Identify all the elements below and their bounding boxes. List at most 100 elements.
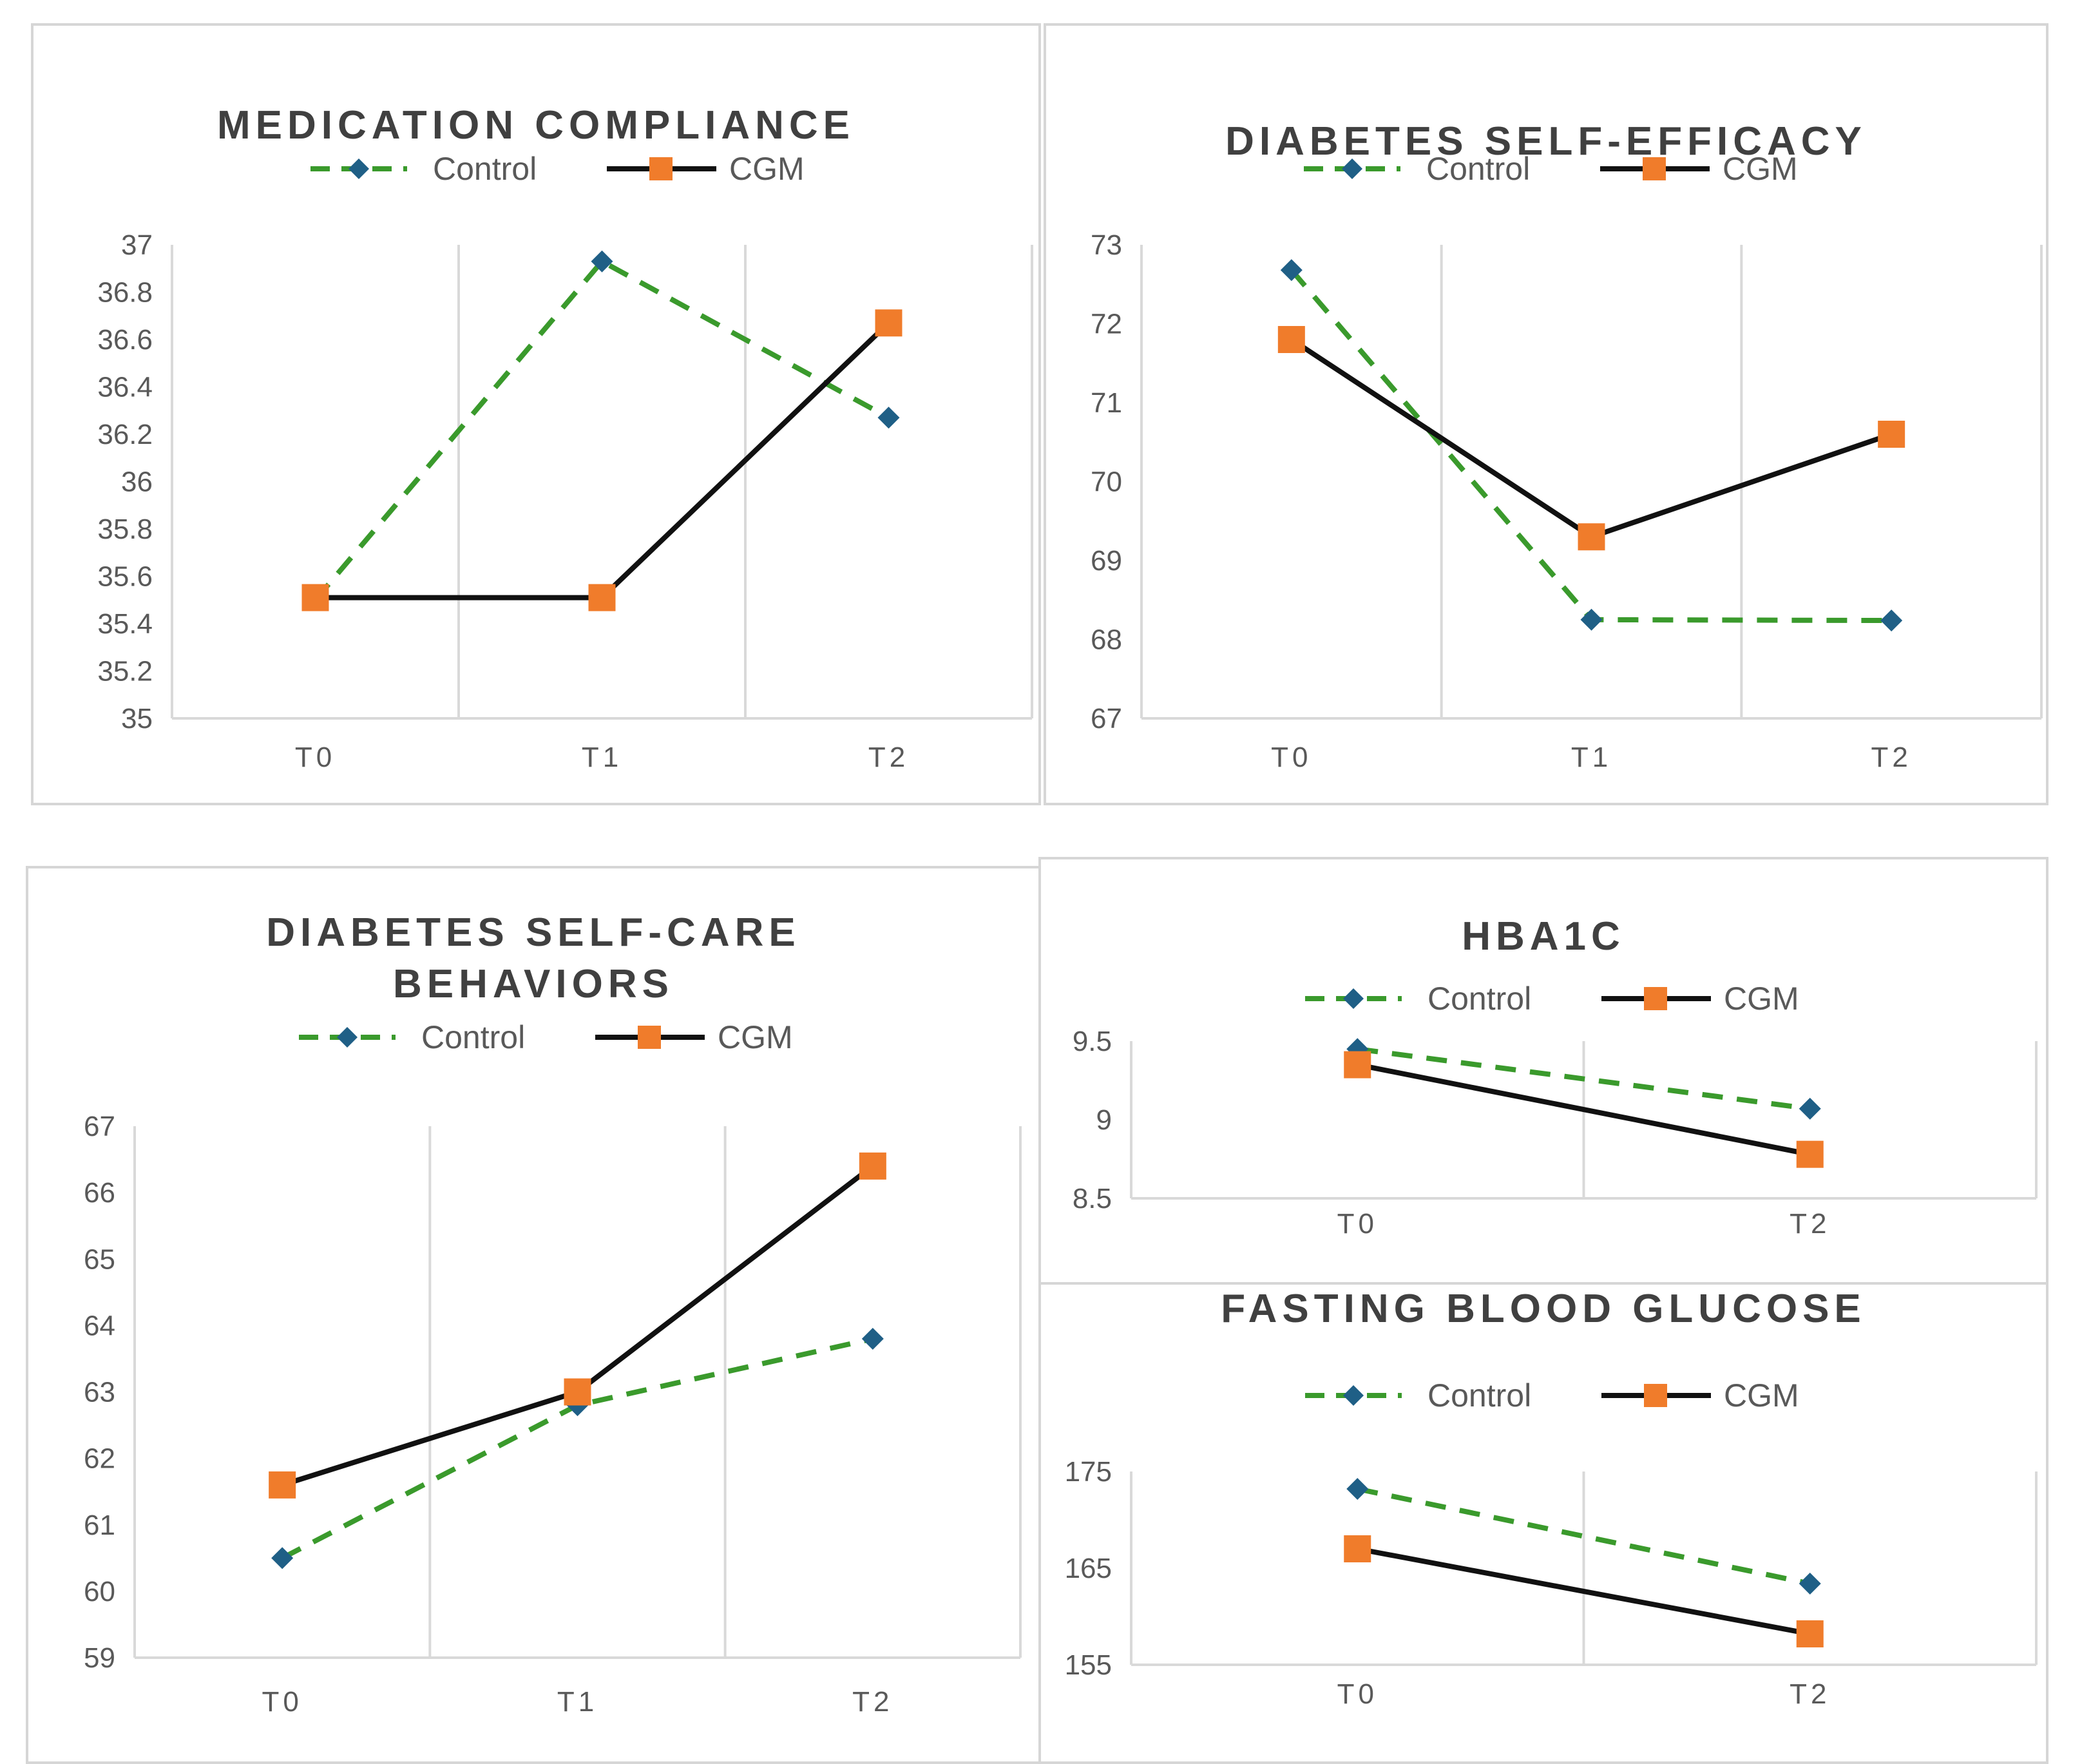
series-line-control <box>1357 1046 1811 1111</box>
x-tick-label: T2 <box>868 742 909 773</box>
y-tick-label: 8.5 <box>1073 1183 1112 1214</box>
series-line-cgm <box>281 1164 875 1488</box>
legend: Control CGM <box>1305 981 1799 1017</box>
y-tick-label: 60 <box>84 1576 115 1607</box>
legend-marker-control <box>1343 988 1364 1009</box>
legend-marker-cgm <box>1644 987 1667 1010</box>
x-tick-label: T1 <box>1571 742 1612 773</box>
y-tick-label: 36.2 <box>97 419 153 450</box>
chart-panel-fasting-blood-glucose: FASTING BLOOD GLUCOSE Control CGM 175 165 155… <box>1038 1282 2048 1764</box>
series-line-control <box>313 258 890 602</box>
data-point-control <box>271 1547 294 1569</box>
chart-panel-diabetes-self-care-behaviors: DIABETES SELF-CARE BEHAVIORS Control CGM 67 6… <box>26 866 1041 1764</box>
data-point-control <box>877 407 900 429</box>
y-tick-label: 70 <box>1091 466 1122 498</box>
y-tick-label: 66 <box>84 1177 115 1209</box>
legend-label-control: Control <box>433 151 537 187</box>
legend-marker-control <box>1343 1385 1364 1406</box>
data-point-cgm <box>1277 326 1305 353</box>
data-point-cgm <box>1344 1051 1371 1079</box>
data-point-cgm <box>1878 421 1905 448</box>
data-point-control <box>1880 609 1903 632</box>
legend-label-cgm: CGM <box>729 151 805 187</box>
legend-marker-control <box>1342 158 1362 179</box>
y-tick-label: 62 <box>84 1443 115 1475</box>
series-line-cgm <box>1357 1062 1811 1157</box>
data-point-cgm <box>1796 1140 1824 1168</box>
legend-label-cgm: CGM <box>718 1019 793 1055</box>
y-tick-label: 35.8 <box>97 513 153 545</box>
legend-marker-cgm <box>649 157 673 180</box>
data-point-cgm <box>875 309 902 337</box>
data-point-control <box>1580 608 1603 631</box>
data-point-cgm <box>1578 523 1605 551</box>
x-tick-label: T0 <box>295 742 336 773</box>
x-tick-label: T2 <box>1790 1208 1830 1240</box>
legend-marker-cgm <box>638 1026 661 1049</box>
y-tick-label: 67 <box>1091 703 1122 734</box>
legend: Control CGM <box>1305 1377 1799 1414</box>
y-tick-label: 36.8 <box>97 277 153 309</box>
data-point-cgm <box>588 584 616 611</box>
x-tick-label: T0 <box>1337 1208 1378 1240</box>
x-tick-label: T2 <box>1790 1678 1830 1710</box>
chart-title-line: DIABETES SELF-EFFICACY <box>1225 119 1867 164</box>
y-tick-label: 35 <box>121 703 153 734</box>
data-point-cgm <box>269 1471 296 1499</box>
data-point-control <box>1346 1478 1369 1500</box>
chart-title-line: HBA1C <box>1462 914 1625 959</box>
y-tick-label: 59 <box>84 1642 115 1674</box>
data-point-cgm <box>1344 1535 1371 1562</box>
y-tick-label: 68 <box>1091 624 1122 656</box>
legend-label-cgm: CGM <box>1724 1377 1799 1414</box>
y-tick-label: 73 <box>1091 229 1122 261</box>
legend-marker-cgm <box>1644 1384 1667 1407</box>
y-tick-label: 67 <box>84 1111 115 1142</box>
data-point-control <box>1280 259 1303 282</box>
data-point-control <box>861 1328 884 1350</box>
series-line-control <box>1289 268 1892 624</box>
series-line-cgm <box>1290 337 1893 540</box>
legend-label-control: Control <box>421 1019 525 1055</box>
y-tick-label: 64 <box>84 1310 115 1341</box>
x-tick-label: T2 <box>1871 742 1911 773</box>
legend-label-control: Control <box>1426 151 1530 187</box>
x-tick-label: T1 <box>557 1686 598 1718</box>
y-tick-label: 69 <box>1091 545 1122 577</box>
y-tick-label: 65 <box>84 1243 115 1275</box>
chart-panel-hba1c: HBA1C Control CGM 9.5 9 8.5 T0 T2 <box>1038 857 2048 1292</box>
y-tick-label: 36.4 <box>97 372 153 403</box>
chart-panel-medication-compliance: MEDICATION COMPLIANCE Control CGM 37 36.8 36.… <box>31 23 1041 805</box>
legend-marker-control <box>348 158 369 179</box>
series-line-control <box>281 1336 874 1560</box>
y-tick-label: 36.6 <box>97 324 153 356</box>
data-point-cgm <box>859 1152 886 1180</box>
chart-panel-diabetes-self-efficacy: DIABETES SELF-EFFICACY Control CGM 73 72 71 70… <box>1044 23 2048 805</box>
chart-fasting-blood-glucose: FASTING BLOOD GLUCOSE Control CGM 175 165 155… <box>1065 1287 2038 1710</box>
legend-label-control: Control <box>1427 981 1531 1017</box>
legend-label-cgm: CGM <box>1723 151 1798 187</box>
legend-marker-control <box>337 1027 358 1048</box>
legend: Control CGM <box>299 1019 793 1055</box>
y-tick-label: 9.5 <box>1073 1026 1112 1057</box>
data-point-cgm <box>301 584 329 611</box>
y-tick-label: 175 <box>1065 1456 1112 1488</box>
legend-label-control: Control <box>1427 1377 1531 1414</box>
y-tick-label: 72 <box>1091 309 1122 340</box>
chart-title-line: BEHAVIORS <box>393 962 674 1006</box>
data-point-control <box>591 250 613 273</box>
y-tick-label: 63 <box>84 1377 115 1408</box>
data-point-control <box>1799 1573 1821 1595</box>
x-tick-label: T1 <box>582 742 622 773</box>
legend: Control CGM <box>310 151 805 187</box>
series-line-cgm <box>1357 1546 1811 1636</box>
y-tick-label: 37 <box>121 229 153 261</box>
legend-marker-cgm <box>1643 157 1666 180</box>
x-tick-label: T2 <box>852 1686 893 1718</box>
series-line-control <box>1357 1486 1811 1586</box>
y-tick-label: 61 <box>84 1510 115 1541</box>
x-tick-label: T0 <box>1271 742 1312 773</box>
y-tick-label: 9 <box>1096 1104 1112 1136</box>
y-tick-label: 71 <box>1091 387 1122 419</box>
